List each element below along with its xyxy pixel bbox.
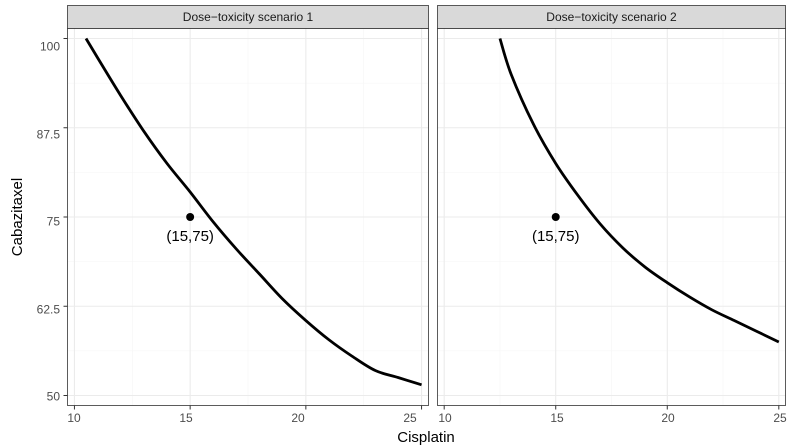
y-axis-title: Cabazitaxel [9,178,26,256]
panel-1-x-tick-label-10: 10 [67,411,81,425]
panel-1-x-tick-label-15: 15 [179,411,193,425]
y-tick-label-100: 100 [40,40,60,54]
panel-1-x-axis: 10 15 20 25 [67,411,417,425]
panel-1-title: Dose−toxicity scenario 1 [183,10,314,24]
panel-2-x-axis: 10 15 20 25 [438,411,787,425]
panel-1-x-tick-label-25: 25 [403,411,417,425]
panel-2-x-tick-label-25: 25 [773,411,787,425]
y-tick-label-62-5: 62.5 [37,303,61,317]
panel-2-major-grid [437,28,786,406]
panel-1-point [186,213,195,221]
panel-2-x-tick-label-20: 20 [661,411,675,425]
y-tick-label-50: 50 [47,390,61,404]
panel-1-major-grid [67,28,429,406]
y-tick-marks [63,37,68,397]
panel-2-x-tick-label-10: 10 [438,411,452,425]
x-axis-title: Cisplatin [397,429,455,446]
panel-2-border [437,28,786,406]
panel-2: Dose−toxicity scenario 2 (15,75) [437,5,786,406]
panel-2-curve [498,38,780,344]
y-tick-label-75: 75 [47,215,61,229]
y-tick-label-87-5: 87.5 [37,128,61,142]
panel-1-data [84,37,422,387]
panel-1: Dose−toxicity scenario 1 (15,75) [67,5,429,406]
panel-1-point-label: (15,75) [166,228,214,245]
panel-2-point-label: (15,75) [532,228,580,245]
panel-2-data [498,38,780,344]
panel-2-point [551,213,560,221]
y-axis: 50 62.5 75 87.5 100 [37,40,61,404]
x-tick-marks [73,405,780,410]
panel-2-x-tick-label-15: 15 [550,411,564,425]
panel-1-curve [84,37,422,387]
panel-1-x-tick-label-20: 20 [291,411,305,425]
panel-2-title: Dose−toxicity scenario 2 [546,10,677,24]
